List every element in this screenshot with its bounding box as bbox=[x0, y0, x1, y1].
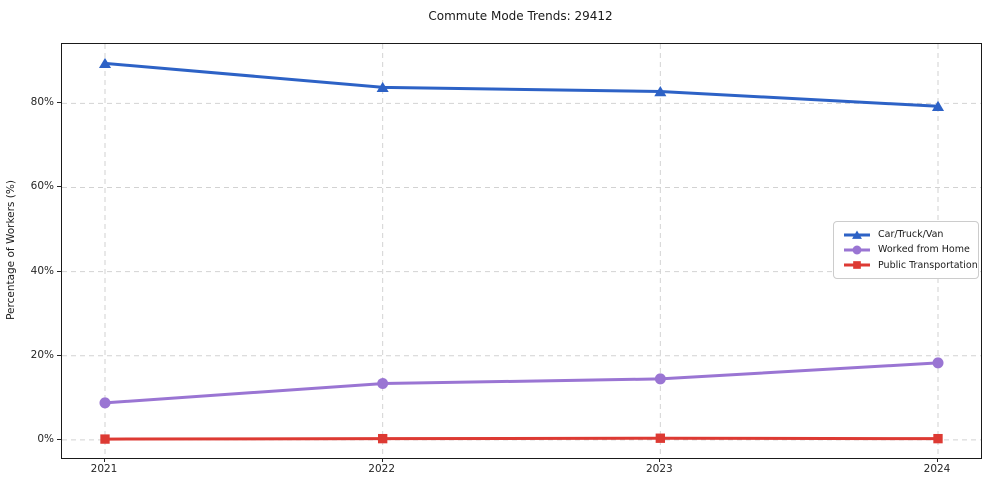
x-tick-mark bbox=[104, 458, 105, 462]
data-point-marker bbox=[98, 57, 112, 69]
chart-canvas bbox=[62, 44, 981, 458]
x-tick-label: 2023 bbox=[645, 463, 673, 475]
data-point-marker bbox=[655, 433, 666, 443]
data-point-marker bbox=[100, 434, 110, 444]
legend-label: Public Transportation bbox=[878, 259, 978, 271]
chart-title: Commute Mode Trends: 29412 bbox=[428, 9, 613, 23]
x-tick-label: 2021 bbox=[90, 463, 118, 475]
x-tick-mark bbox=[381, 458, 383, 462]
legend-marker bbox=[852, 245, 862, 255]
x-tick-label: 2024 bbox=[923, 463, 951, 475]
data-point-marker bbox=[99, 397, 111, 409]
data-point-marker bbox=[654, 86, 667, 97]
series-line bbox=[103, 61, 940, 108]
data-point-marker bbox=[932, 357, 944, 369]
y-tick-mark bbox=[57, 186, 61, 188]
legend-swatch-circle-icon bbox=[844, 245, 870, 255]
data-point-marker bbox=[376, 81, 389, 93]
plot-area: Car/Truck/Van Worked from Home Public Tran… bbox=[61, 43, 982, 459]
data-point-marker bbox=[931, 100, 945, 111]
legend-label: Worked from Home bbox=[878, 244, 970, 256]
legend-marker bbox=[853, 261, 861, 270]
y-tick-label: 40% bbox=[30, 264, 54, 277]
y-tick-mark bbox=[57, 438, 61, 440]
y-tick-mark bbox=[57, 270, 61, 272]
data-point-marker bbox=[933, 433, 943, 444]
y-tick-mark bbox=[57, 354, 61, 356]
y-tick-label: 80% bbox=[30, 96, 54, 109]
data-point-marker bbox=[377, 378, 389, 390]
y-tick-label: 20% bbox=[30, 348, 54, 361]
y-axis-label: Percentage of Workers (%) bbox=[5, 180, 17, 320]
x-tick-label: 2022 bbox=[368, 463, 396, 475]
data-point-marker bbox=[654, 373, 666, 385]
legend-swatch-square-icon bbox=[844, 261, 870, 270]
legend-marker bbox=[852, 230, 862, 239]
legend-swatch-triangle-icon bbox=[844, 230, 870, 239]
data-point-marker bbox=[377, 433, 388, 444]
legend-item: Car/Truck/Van bbox=[843, 227, 969, 242]
series-line bbox=[103, 436, 940, 441]
x-tick-mark bbox=[659, 458, 661, 462]
x-tick-mark bbox=[937, 458, 938, 462]
legend-label: Car/Truck/Van bbox=[878, 229, 944, 241]
y-tick-label: 0% bbox=[37, 432, 54, 445]
y-tick-label: 60% bbox=[30, 180, 54, 193]
legend-item: Worked from Home bbox=[843, 242, 970, 257]
legend-item: Public Transportation bbox=[843, 258, 978, 273]
series-line bbox=[103, 361, 940, 405]
legend: Car/Truck/Van Worked from Home Public Tran… bbox=[833, 221, 979, 279]
y-tick-mark bbox=[57, 102, 61, 104]
